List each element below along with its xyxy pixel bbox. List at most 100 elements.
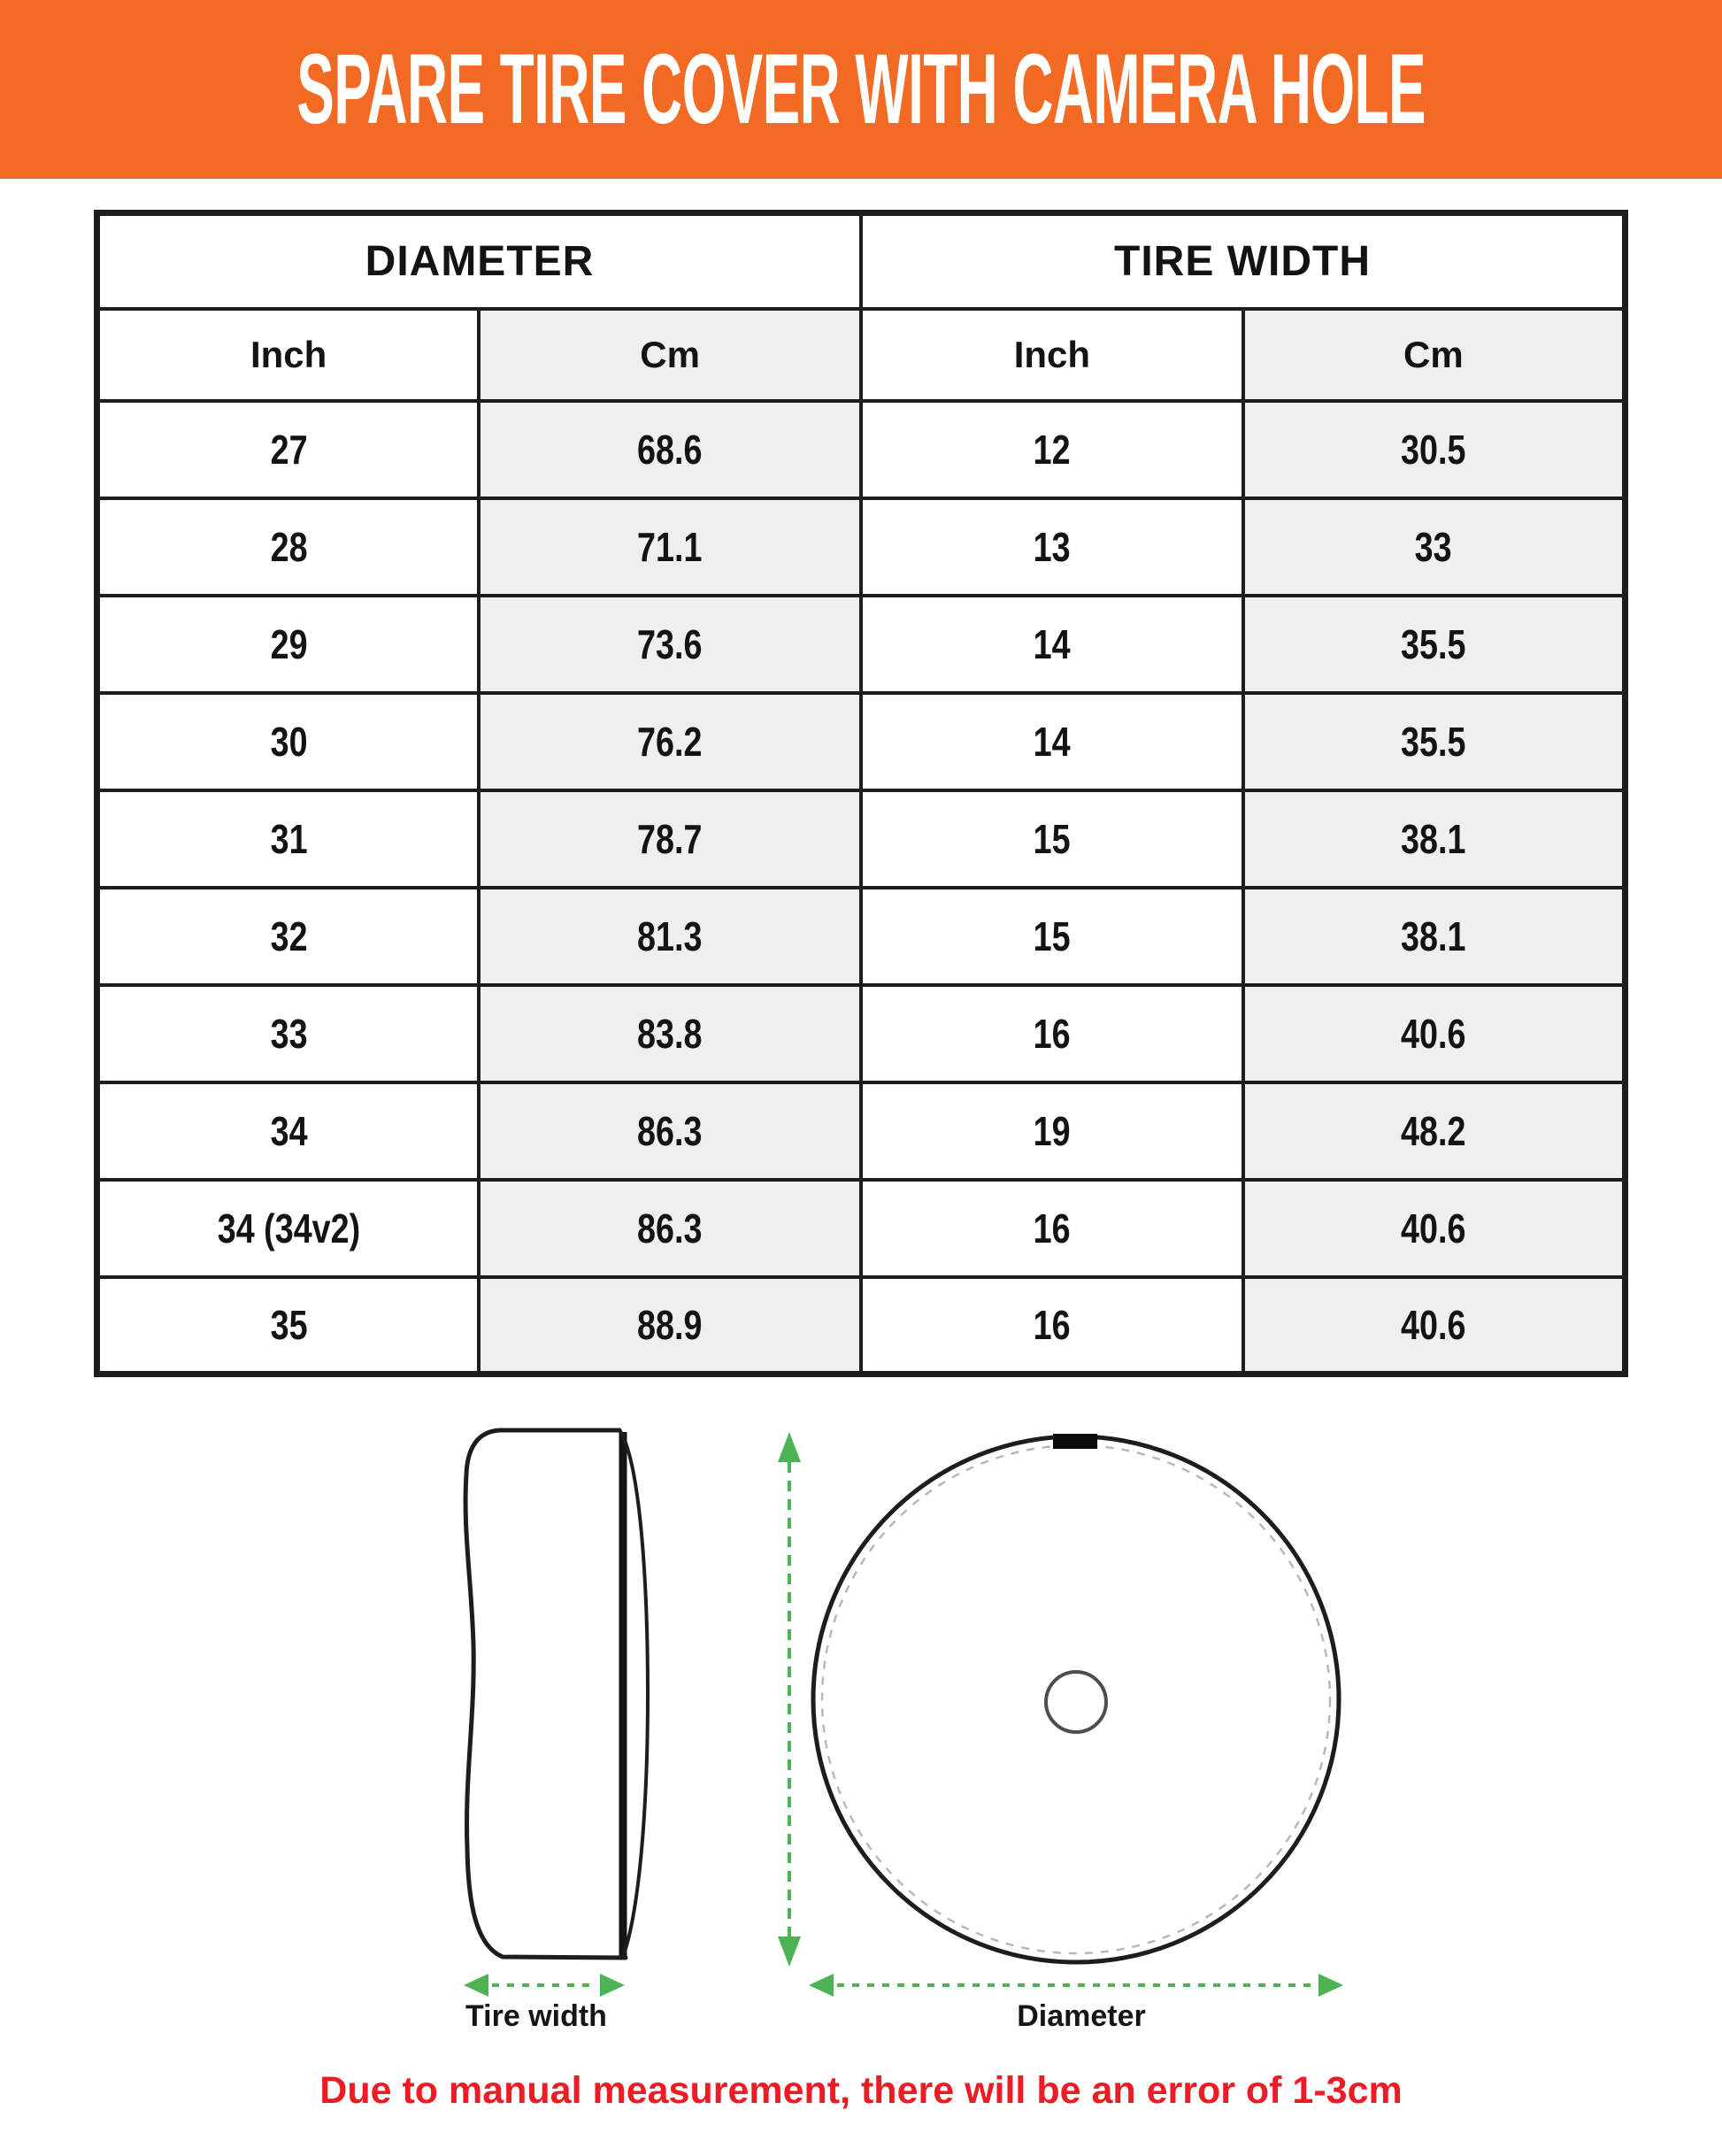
cell-diameter-cm: 81.3 — [477, 885, 863, 987]
cell-width-inch: 14 — [859, 690, 1245, 792]
cell-width-cm: 33 — [1241, 496, 1627, 597]
cell-width-inch: 15 — [859, 788, 1245, 889]
cell-value: 30 — [270, 718, 308, 765]
cell-value: 13 — [1033, 523, 1071, 570]
cell-value: 40.6 — [1401, 1205, 1466, 1251]
table-row: 34 86.3 19 48.2 — [95, 1080, 1627, 1182]
cell-value: 38.1 — [1401, 912, 1466, 959]
cell-value: 38.1 — [1401, 815, 1466, 862]
cell-width-inch: 16 — [859, 1274, 1245, 1376]
cell-width-cm: 40.6 — [1241, 1177, 1627, 1279]
cell-value: 33 — [270, 1010, 308, 1057]
cell-value: 27 — [270, 426, 308, 473]
cell-value: 14 — [1033, 620, 1071, 667]
cell-value: 83.8 — [637, 1010, 703, 1057]
cell-value: 28 — [270, 523, 308, 570]
cell-width-inch: 16 — [859, 1177, 1245, 1279]
col-header-width-cm: Cm — [1241, 306, 1627, 403]
cell-value: 86.3 — [637, 1107, 703, 1154]
cell-diameter-cm: 83.8 — [477, 982, 863, 1084]
cell-width-inch: 12 — [859, 398, 1245, 500]
cell-diameter-inch: 30 — [95, 690, 481, 792]
cell-diameter-cm: 68.6 — [477, 398, 863, 500]
tire-diagram-svg: Tire width Diameter — [463, 1428, 1343, 2033]
cell-diameter-inch: 29 — [95, 593, 481, 695]
cell-value: 30.5 — [1401, 426, 1466, 473]
cell-value: 81.3 — [637, 912, 703, 959]
tire-width-arrow — [464, 1974, 625, 1997]
table-row: 27 68.6 12 30.5 — [95, 398, 1627, 500]
diameter-arrow — [809, 1974, 1343, 1997]
size-table-container: DIAMETER TIRE WIDTH Inch Cm Inch Cm 27 6… — [0, 210, 1722, 1377]
cell-diameter-inch: 31 — [95, 788, 481, 889]
cell-value: 76.2 — [637, 718, 703, 765]
tire-width-label: Tire width — [465, 1999, 607, 2033]
table-row: 29 73.6 14 35.5 — [95, 593, 1627, 695]
cell-diameter-inch: 34 (34v2) — [95, 1177, 481, 1279]
cell-value: 35 — [270, 1301, 308, 1348]
top-tab-mark — [1053, 1434, 1097, 1449]
cell-diameter-inch: 28 — [95, 496, 481, 597]
col-header-diameter-cm: Cm — [477, 306, 863, 403]
cell-diameter-inch: 32 — [95, 885, 481, 987]
unit-header-row: Inch Cm Inch Cm — [95, 306, 1627, 403]
diameter-vertical-arrow — [778, 1432, 801, 1967]
cell-diameter-cm: 86.3 — [477, 1080, 863, 1182]
cell-value: 35.5 — [1401, 620, 1466, 667]
col-header-width-inch: Inch — [859, 306, 1245, 403]
cell-width-cm: 35.5 — [1241, 593, 1627, 695]
banner: SPARE TIRE COVER WITH CAMERA HOLE — [0, 0, 1722, 179]
cell-width-cm: 38.1 — [1241, 788, 1627, 889]
size-table: DIAMETER TIRE WIDTH Inch Cm Inch Cm 27 6… — [94, 210, 1628, 1377]
cell-width-inch: 13 — [859, 496, 1245, 597]
cell-value: 34 (34v2) — [217, 1205, 360, 1251]
table-row: 33 83.8 16 40.6 — [95, 982, 1627, 1084]
cell-value: 19 — [1033, 1107, 1071, 1154]
cell-value: 78.7 — [637, 815, 703, 862]
cell-diameter-inch: 27 — [95, 398, 481, 500]
cell-width-cm: 38.1 — [1241, 885, 1627, 987]
cell-width-cm: 48.2 — [1241, 1080, 1627, 1182]
cell-width-inch: 16 — [859, 982, 1245, 1084]
cell-diameter-cm: 88.9 — [477, 1274, 863, 1376]
tire-side-view-drawing — [463, 1428, 650, 1960]
cell-diameter-cm: 73.6 — [477, 593, 863, 695]
cell-width-cm: 30.5 — [1241, 398, 1627, 500]
cell-diameter-cm: 86.3 — [477, 1177, 863, 1279]
cell-value: 33 — [1414, 523, 1452, 570]
cell-diameter-cm: 71.1 — [477, 496, 863, 597]
cell-diameter-inch: 35 — [95, 1274, 481, 1376]
cell-value: 16 — [1033, 1301, 1071, 1348]
cell-width-inch: 15 — [859, 885, 1245, 987]
table-row: 28 71.1 13 33 — [95, 496, 1627, 597]
group-header-row: DIAMETER TIRE WIDTH — [95, 211, 1627, 311]
cell-value: 34 — [270, 1107, 308, 1154]
cell-value: 12 — [1033, 426, 1071, 473]
tire-front-view-drawing — [811, 1434, 1341, 1965]
table-row: 34 (34v2) 86.3 16 40.6 — [95, 1177, 1627, 1279]
cell-width-cm: 35.5 — [1241, 690, 1627, 792]
cell-value: 16 — [1033, 1205, 1071, 1251]
cell-value: 31 — [270, 815, 308, 862]
camera-hole — [1044, 1670, 1108, 1734]
cell-value: 48.2 — [1401, 1107, 1466, 1154]
cell-value: 88.9 — [637, 1301, 703, 1348]
cell-width-inch: 19 — [859, 1080, 1245, 1182]
cell-value: 16 — [1033, 1010, 1071, 1057]
cell-diameter-cm: 78.7 — [477, 788, 863, 889]
table-row: 35 88.9 16 40.6 — [95, 1274, 1627, 1376]
cell-value: 32 — [270, 912, 308, 959]
col-header-diameter-inch: Inch — [95, 306, 481, 403]
cell-value: 14 — [1033, 718, 1071, 765]
cell-value: 15 — [1033, 815, 1071, 862]
column-group-tire-width: TIRE WIDTH — [859, 211, 1627, 311]
cell-diameter-cm: 76.2 — [477, 690, 863, 792]
cell-diameter-inch: 33 — [95, 982, 481, 1084]
cell-value: 40.6 — [1401, 1301, 1466, 1348]
cell-value: 15 — [1033, 912, 1071, 959]
table-row: 31 78.7 15 38.1 — [95, 788, 1627, 889]
column-group-diameter: DIAMETER — [95, 211, 863, 311]
cell-width-cm: 40.6 — [1241, 982, 1627, 1084]
cell-value: 71.1 — [637, 523, 703, 570]
page-title: SPARE TIRE COVER WITH CAMERA HOLE — [296, 34, 1426, 144]
